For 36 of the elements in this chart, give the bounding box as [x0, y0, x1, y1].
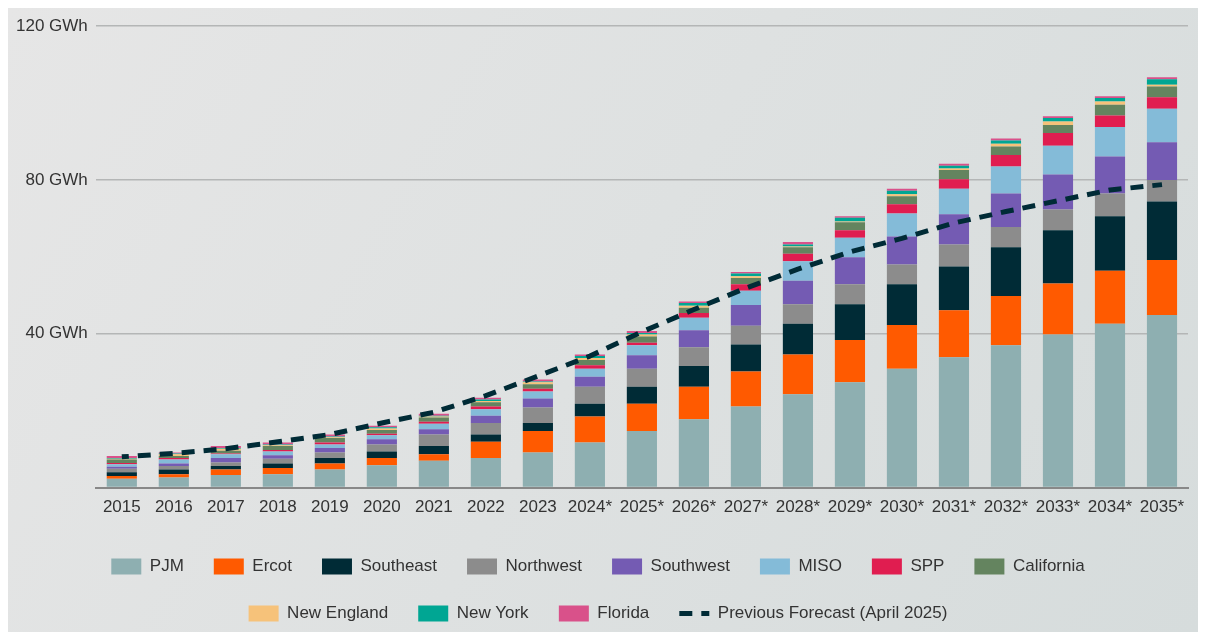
- x-tick-label: 2023: [518, 497, 557, 517]
- legend-label: MISO: [798, 556, 842, 576]
- legend-label: Previous Forecast (April 2025): [717, 603, 948, 623]
- x-tick-label: 2027*: [723, 497, 769, 517]
- legend-label: SPP: [910, 556, 945, 576]
- x-tick-label: 2029*: [827, 497, 873, 517]
- x-tick-label: 2016: [154, 497, 193, 517]
- x-tick-label: 2034*: [1087, 497, 1133, 517]
- legend-label: Northwest: [505, 556, 583, 576]
- legend-label: Southeast: [360, 556, 438, 576]
- x-tick-label: 2033*: [1035, 497, 1081, 517]
- legend-label: New England: [287, 603, 389, 623]
- legend-label: Ercot: [252, 556, 293, 576]
- x-tick-label: 2026*: [671, 497, 717, 517]
- legend-label: PJM: [149, 556, 184, 576]
- legend-label: California: [1012, 556, 1086, 576]
- legend-label: Southwest: [650, 556, 731, 576]
- x-tick-label: 2018: [258, 497, 297, 517]
- x-tick-label: 2031*: [931, 497, 977, 517]
- y-tick-label: 80 GWh: [25, 169, 88, 189]
- x-tick-label: 2035*: [1139, 497, 1185, 517]
- x-tick-label: 2017: [206, 497, 245, 517]
- x-tick-label: 2032*: [983, 497, 1029, 517]
- legend-label: New York: [456, 603, 530, 623]
- x-tick-label: 2022: [466, 497, 505, 517]
- legend-label: Florida: [597, 603, 650, 623]
- x-tick-label: 2030*: [879, 497, 925, 517]
- x-tick-label: 2028*: [775, 497, 821, 517]
- y-tick-label: 120 GWh: [16, 15, 88, 35]
- x-tick-label: 2025*: [619, 497, 665, 517]
- x-tick-label: 2015: [102, 497, 141, 517]
- y-tick-label: 40 GWh: [25, 323, 88, 343]
- x-tick-label: 2020: [362, 497, 401, 517]
- x-tick-label: 2021: [414, 497, 453, 517]
- x-tick-label: 2019: [310, 497, 349, 517]
- x-tick-label: 2024*: [567, 497, 613, 517]
